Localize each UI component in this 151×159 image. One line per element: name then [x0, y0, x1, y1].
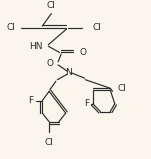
- Text: O: O: [47, 59, 54, 68]
- Text: O: O: [79, 48, 86, 57]
- Text: Cl: Cl: [45, 138, 53, 147]
- Text: Cl: Cl: [47, 1, 56, 10]
- Text: Cl: Cl: [93, 23, 102, 32]
- Text: F: F: [84, 99, 89, 108]
- Text: N: N: [65, 68, 72, 77]
- Text: HN: HN: [30, 42, 43, 51]
- Text: F: F: [28, 96, 33, 105]
- Text: Cl: Cl: [6, 23, 15, 32]
- Text: Cl: Cl: [117, 84, 126, 93]
